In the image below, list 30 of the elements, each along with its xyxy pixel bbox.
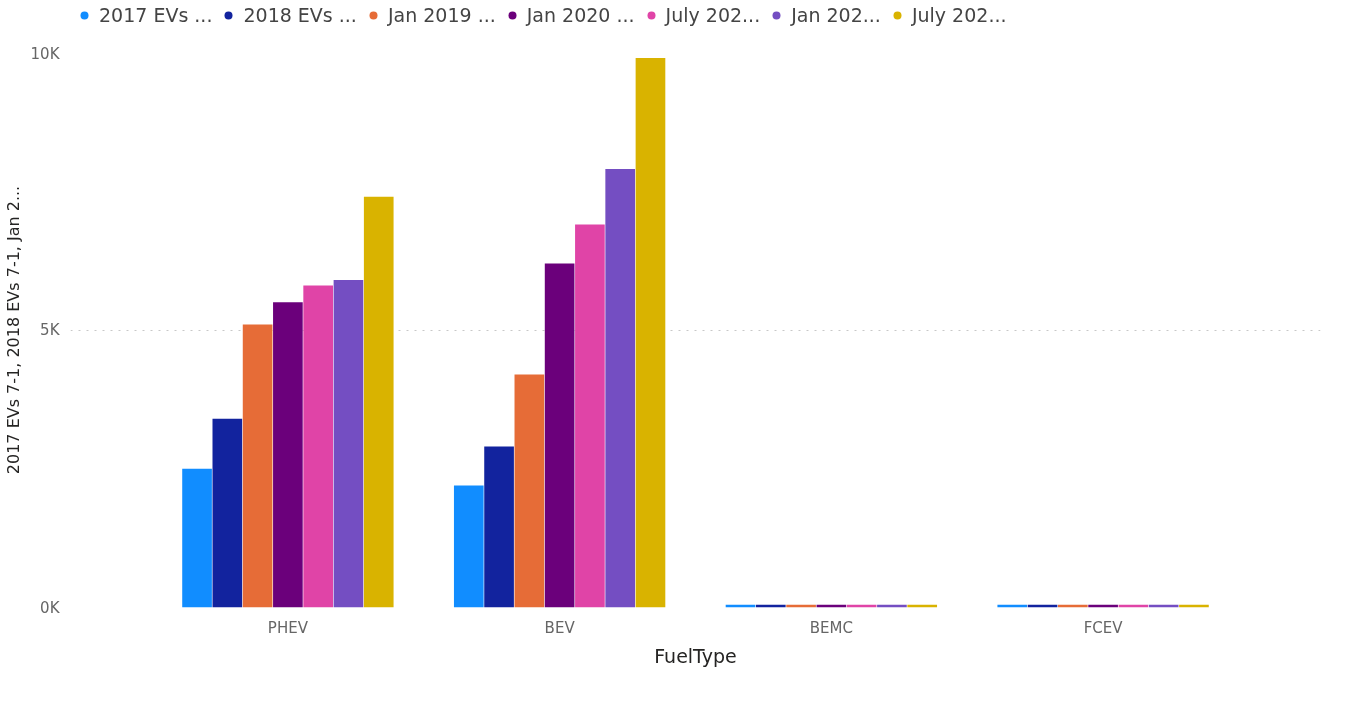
y-tick-label: 5K: [40, 321, 61, 339]
y-tick-label: 0K: [40, 598, 61, 617]
bar: [182, 468, 212, 608]
y-tick-label: 10K: [30, 44, 61, 63]
legend-label: July 202...: [911, 4, 1007, 26]
bar: [242, 324, 273, 608]
legend-label: Jan 2020 ...: [526, 4, 635, 26]
y-axis-title: 2017 EVs 7-1, 2018 EVs 7-1, Jan 2...: [3, 185, 23, 475]
bar: [303, 285, 334, 608]
x-axis-title: FuelType: [654, 644, 737, 667]
x-tick-label: FCEV: [1083, 618, 1124, 637]
bar: [514, 374, 545, 608]
x-tick-label: PHEV: [267, 618, 309, 637]
bar: [453, 485, 484, 608]
x-tick-label: BEMC: [809, 618, 853, 637]
bar: [363, 196, 394, 608]
bar: [575, 224, 605, 608]
legend-label: 2017 EVs ...: [99, 4, 213, 26]
bar: [333, 280, 364, 608]
bar: [605, 169, 636, 608]
x-tick-label: BEV: [544, 618, 576, 637]
legend-label: Jan 2019 ...: [387, 4, 496, 26]
legend-label: July 202...: [665, 4, 761, 26]
bar: [544, 263, 575, 608]
bar: [273, 302, 303, 608]
bar: [484, 446, 514, 608]
bar: [635, 58, 666, 608]
bar: [212, 418, 243, 608]
legend-label: Jan 202...: [791, 4, 881, 26]
legend-label: 2018 EVs ...: [243, 4, 357, 26]
